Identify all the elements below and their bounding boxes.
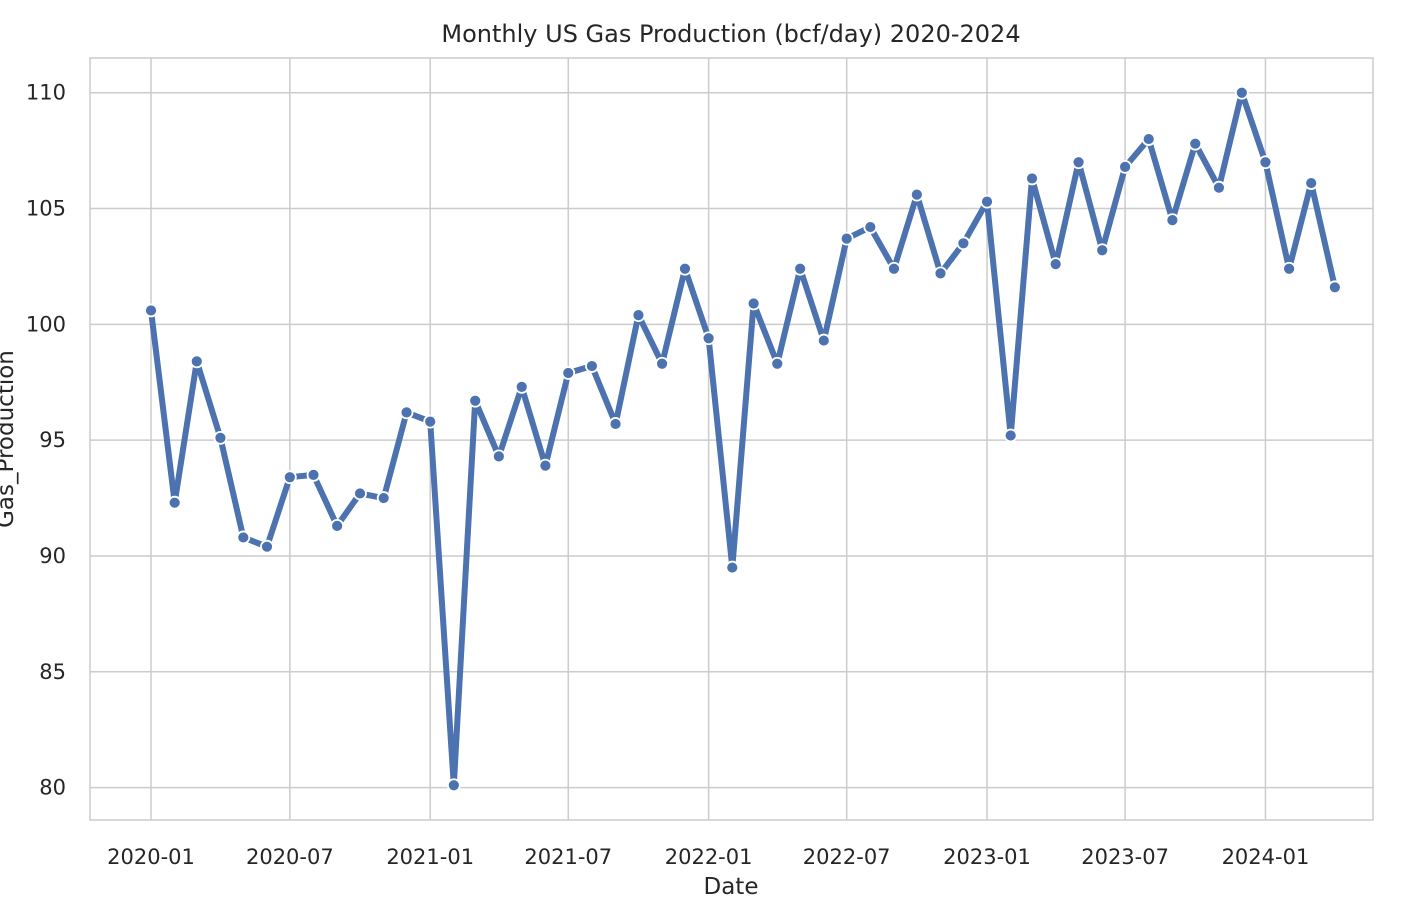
y-tick-label: 110: [26, 81, 66, 105]
x-tick-label: 2021-07: [524, 845, 612, 869]
data-point: [909, 187, 924, 202]
data-point: [1071, 155, 1086, 170]
data-point: [1234, 85, 1249, 100]
x-tick-labels: 2020-01 2020-07 2021-01 2021-07 2022-01 2022-…: [107, 845, 1309, 869]
data-point: [585, 359, 599, 373]
data-point: [1165, 213, 1180, 228]
y-tick-label: 80: [39, 776, 66, 800]
data-point: [816, 333, 831, 348]
x-tick-label: 2023-07: [1081, 845, 1169, 869]
data-point: [538, 458, 553, 473]
data-point: [980, 194, 994, 209]
y-axis-title: Gas_Production: [0, 350, 19, 528]
data-point: [678, 261, 692, 276]
data-point: [306, 467, 321, 482]
data-point: [746, 296, 761, 311]
y-tick-label: 95: [39, 428, 66, 452]
data-point: [933, 266, 948, 281]
data-series: [144, 85, 1342, 793]
x-tick-label: 2024-01: [1222, 845, 1310, 869]
data-point: [1048, 257, 1063, 272]
x-tick-label: 2022-07: [803, 845, 891, 869]
data-point: [1212, 180, 1226, 195]
data-point: [353, 486, 367, 501]
x-tick-label: 2022-01: [665, 845, 753, 869]
data-point: [655, 356, 669, 371]
y-tick-labels: 80 85 90 95 100 105 110: [26, 81, 66, 800]
data-point: [167, 495, 182, 510]
data-point: [446, 778, 461, 793]
data-point: [189, 354, 204, 369]
data-point: [1141, 132, 1156, 146]
data-point: [260, 539, 274, 554]
data-point: [608, 417, 623, 431]
data-point: [793, 261, 808, 276]
data-point: [1304, 176, 1319, 190]
chart-title: Monthly US Gas Production (bcf/day) 2020…: [441, 20, 1020, 48]
data-point: [468, 393, 483, 408]
data-point: [1282, 261, 1296, 276]
x-tick-label: 2020-01: [107, 845, 195, 869]
plot-area-background: [90, 58, 1373, 820]
y-tick-label: 90: [39, 544, 66, 568]
data-point: [770, 356, 785, 371]
data-point: [725, 560, 740, 575]
x-tick-label: 2020-07: [246, 845, 334, 869]
data-point: [701, 331, 716, 346]
data-point: [1095, 243, 1110, 258]
data-point: [887, 261, 901, 276]
data-point: [282, 470, 297, 485]
data-point: [1258, 155, 1273, 170]
y-tick-label: 100: [26, 312, 66, 336]
series-line: [148, 89, 1338, 789]
data-point: [631, 308, 646, 322]
data-point: [236, 530, 251, 545]
data-point: [514, 379, 529, 394]
grid-lines: [90, 58, 1373, 820]
data-point: [330, 518, 345, 533]
data-point: [144, 303, 158, 318]
data-point: [1118, 159, 1132, 174]
y-tick-label: 85: [39, 660, 66, 684]
data-point: [399, 405, 414, 420]
data-point: [956, 236, 971, 251]
y-tick-label: 105: [26, 197, 66, 221]
x-axis-title: Date: [704, 874, 759, 900]
data-point: [376, 491, 391, 505]
data-point: [839, 231, 854, 246]
data-point: [561, 366, 576, 380]
data-point: [423, 414, 438, 429]
data-point: [491, 449, 506, 464]
x-tick-label: 2023-01: [943, 845, 1031, 869]
data-point: [1025, 171, 1039, 186]
data-point: [213, 430, 228, 445]
data-point: [863, 220, 878, 234]
data-point: [1003, 428, 1018, 443]
plot-area-frame: [89, 57, 1374, 821]
x-tick-label: 2021-01: [386, 845, 474, 869]
data-point: [1327, 280, 1342, 295]
data-point: [1188, 136, 1203, 151]
